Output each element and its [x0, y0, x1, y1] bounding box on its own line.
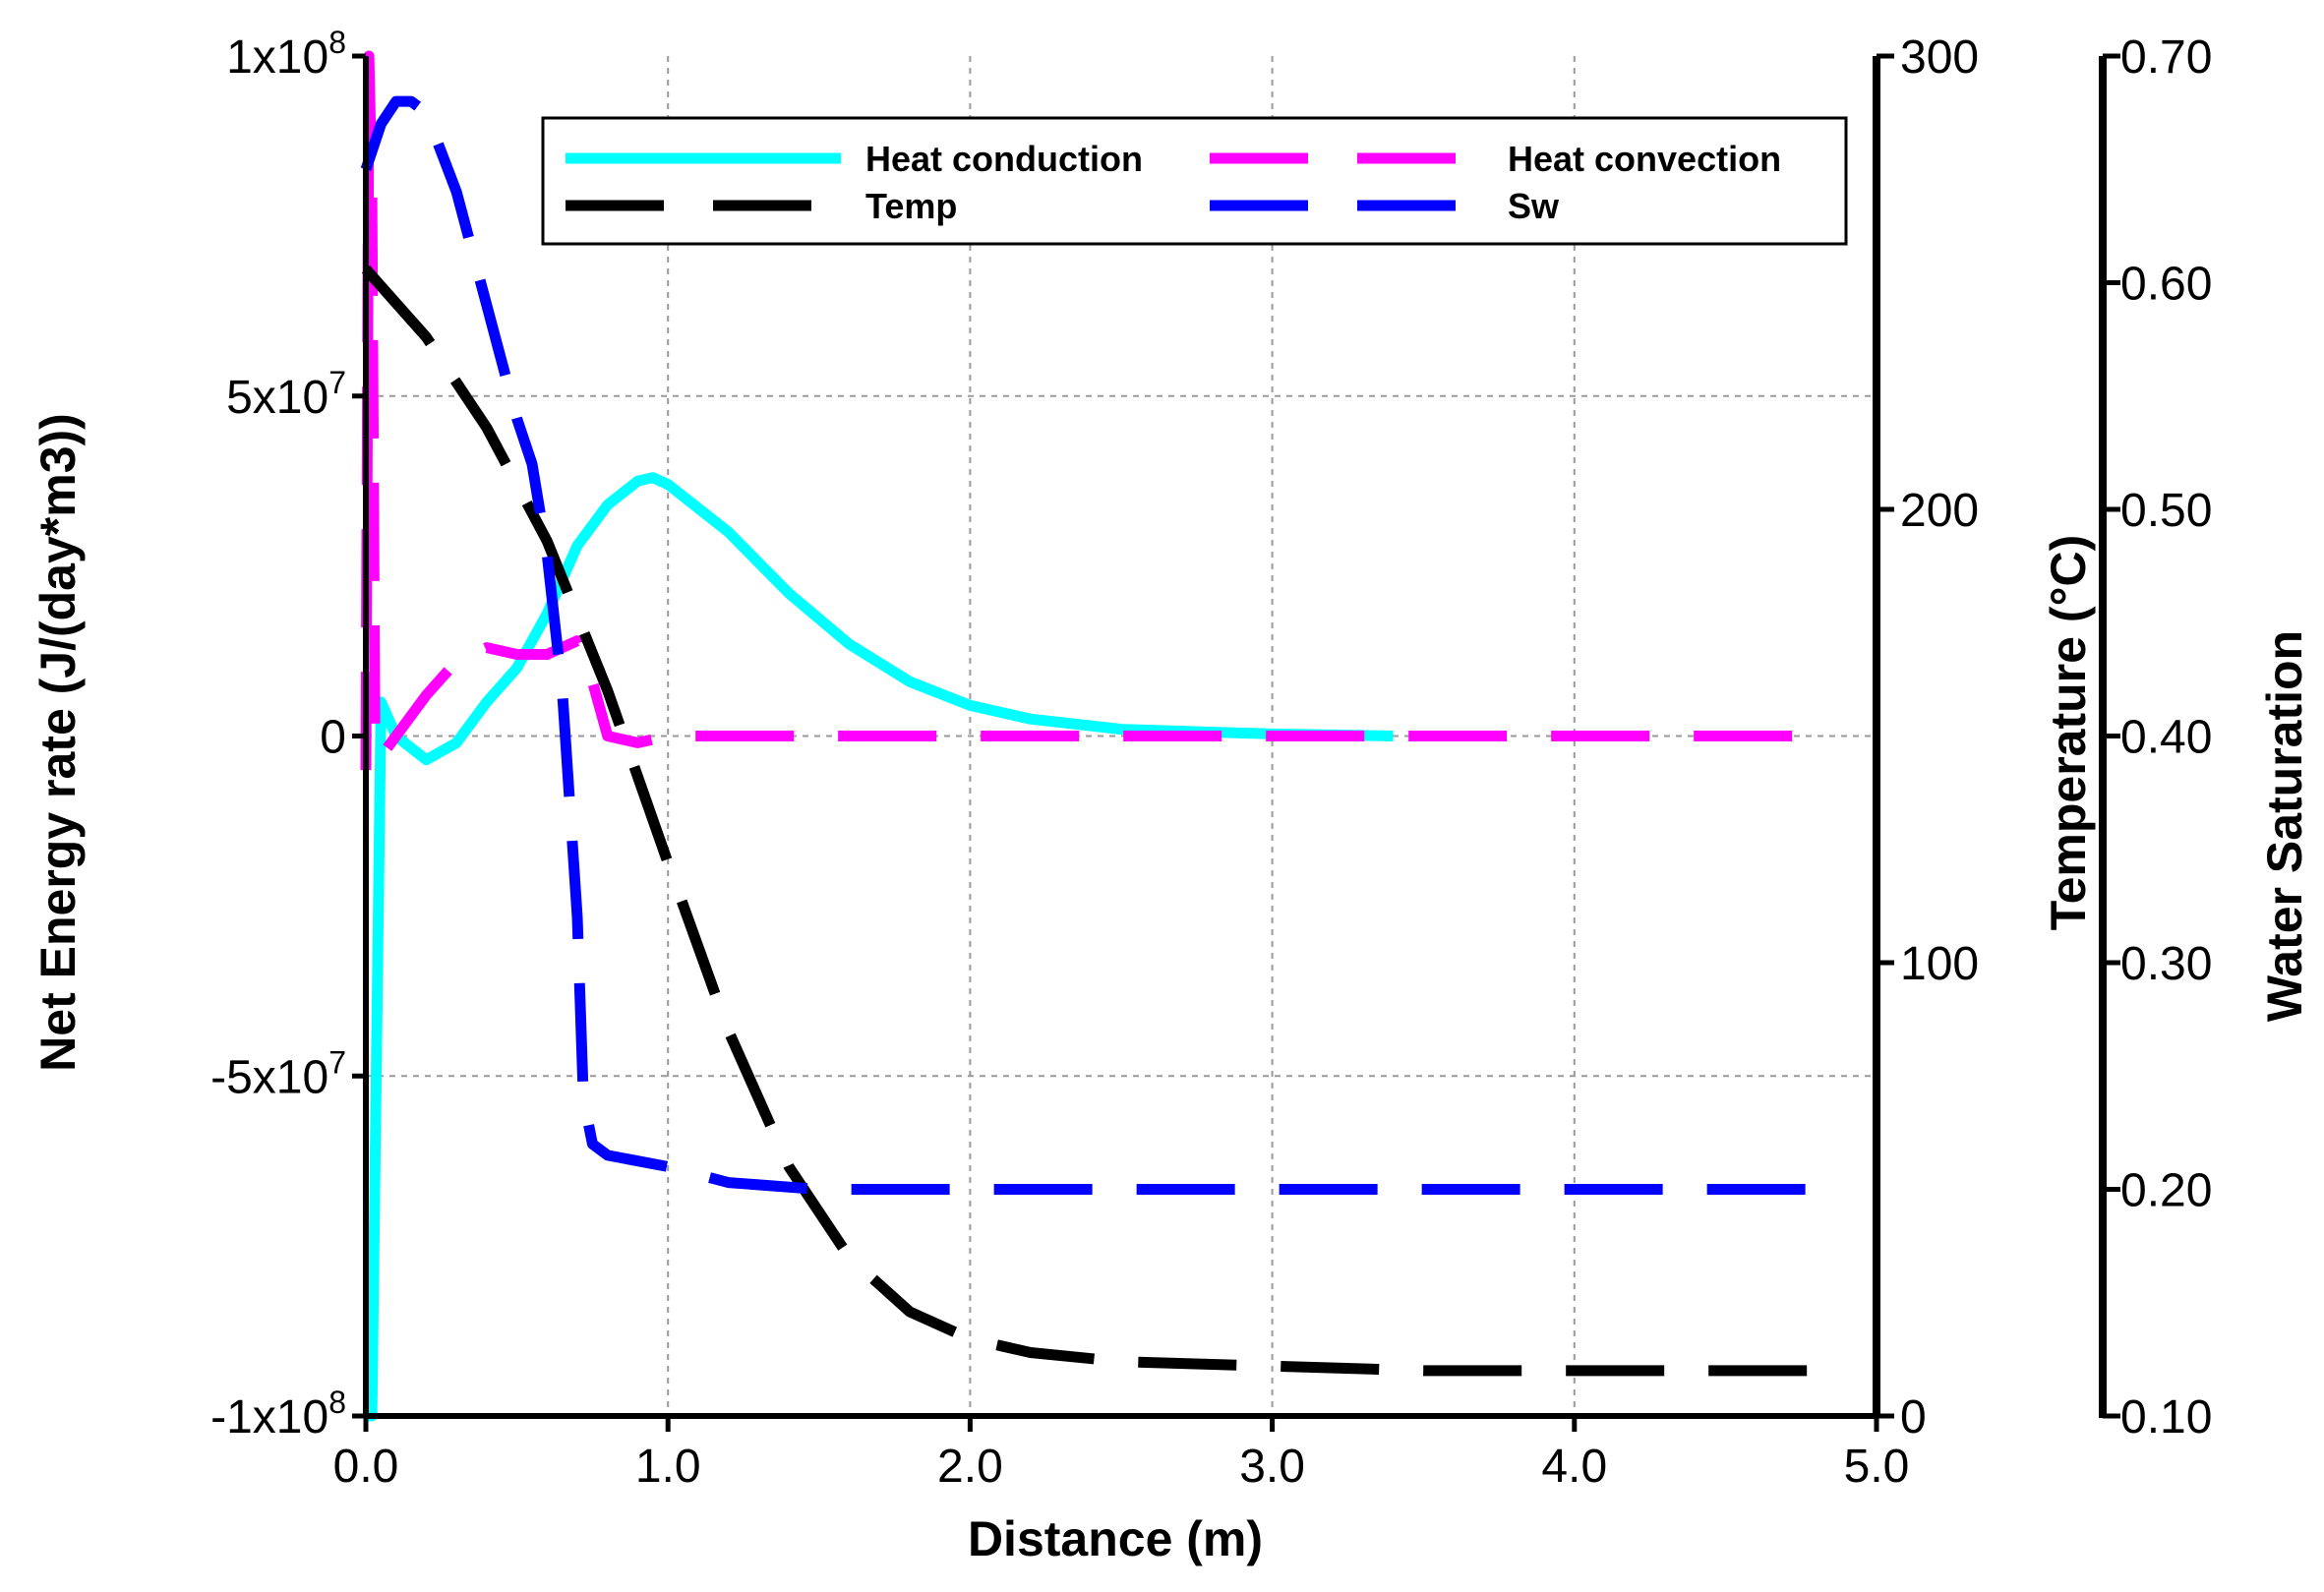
legend-label-temp: Temp [865, 186, 957, 226]
y2-tick-label: 0 [1900, 1391, 1927, 1444]
plot-series [360, 50, 1831, 1422]
x-tick-label: 2.0 [937, 1441, 1003, 1493]
legend-frame [541, 116, 1848, 246]
legend-label-sw: Sw [1508, 186, 1560, 226]
y2-axis-title: Temperature (°C) [2041, 535, 2096, 930]
y2-tick-label: 300 [1900, 31, 1979, 84]
y2-tick-label: 200 [1900, 485, 1979, 537]
y3-tick-label: 0.20 [2120, 1165, 2212, 1217]
y-tick-label: 1x108 [226, 25, 346, 84]
y3-tick-label: 0.60 [2120, 259, 2212, 311]
legend: Heat conduction Heat convection Temp Sw [541, 116, 1848, 246]
y-axis-title: Net Energy rate (J/(day*m3)) [30, 413, 86, 1072]
x-tick-label: 0.0 [333, 1441, 399, 1493]
x-axis-title: Distance (m) [968, 1511, 1263, 1566]
x-tick-label: 4.0 [1541, 1441, 1607, 1493]
y3-tick-label: 0.30 [2120, 938, 2212, 990]
x-tick-label: 5.0 [1844, 1441, 1910, 1493]
y3-tick-label: 0.40 [2120, 712, 2212, 764]
y3-axis-title: Water Saturation [2257, 630, 2312, 1022]
x-tick-label: 1.0 [635, 1441, 701, 1493]
series-heat-convection [360, 50, 1831, 771]
x-tick-label: 3.0 [1239, 1441, 1305, 1493]
y-tick-label: -5x107 [210, 1044, 346, 1103]
axes [352, 53, 2120, 1432]
series-sw [360, 95, 1831, 1195]
y-tick-label: 5x107 [226, 365, 346, 424]
grid-lines [366, 56, 1877, 1416]
y-tick-label: -1x108 [210, 1385, 346, 1444]
tick-labels: 0.0 1.0 2.0 3.0 4.0 5.0 1x108 5x107 0 -5x107 -1x10… [210, 25, 2212, 1493]
legend-label-heat-convection: Heat convection [1508, 139, 1781, 179]
y2-tick-label: 100 [1900, 938, 1979, 990]
legend-label-heat-conduction: Heat conduction [865, 139, 1143, 179]
y3-tick-label: 0.70 [2120, 31, 2212, 84]
y-tick-label: 0 [320, 712, 346, 764]
series-heat-conduction [366, 472, 1394, 1422]
series-temp [361, 265, 1831, 1377]
y3-tick-label: 0.10 [2120, 1391, 2212, 1444]
y3-tick-label: 0.50 [2120, 485, 2212, 537]
